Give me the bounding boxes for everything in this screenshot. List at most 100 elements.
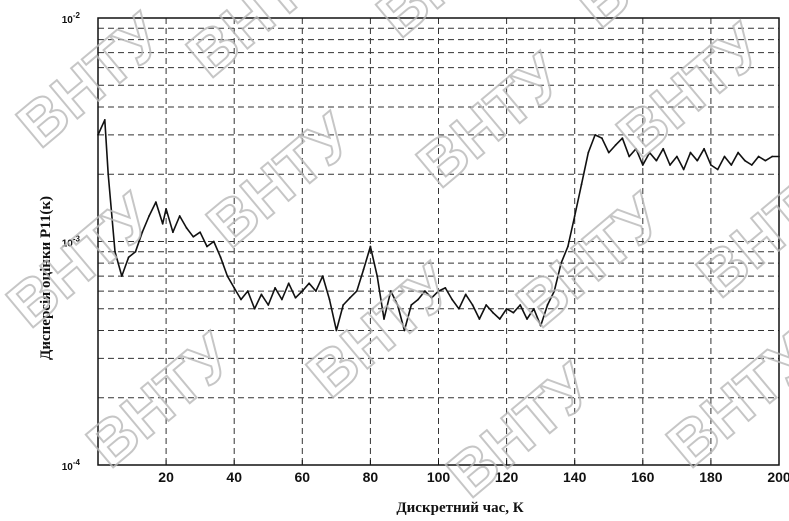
data-point — [710, 164, 712, 166]
data-point — [226, 275, 229, 278]
data-point — [573, 215, 576, 217]
data-point — [723, 155, 726, 158]
data-point — [107, 173, 110, 176]
x-tick-label: 100 — [427, 469, 451, 485]
data-point — [703, 147, 705, 150]
data-point — [635, 147, 637, 150]
data-point — [430, 296, 433, 299]
data-point — [315, 290, 317, 292]
data-point — [396, 304, 399, 306]
data-point — [383, 318, 385, 320]
data-point — [253, 307, 256, 310]
data-point — [328, 298, 331, 301]
watermark-text: ВНТУ — [605, 10, 778, 170]
y-tick-base: 10 — [62, 239, 74, 250]
data-point — [716, 168, 719, 171]
y-axis-label: Дисперсія оцінки P11(к) — [38, 196, 54, 360]
x-tick-label: 60 — [295, 469, 311, 485]
data-point — [682, 168, 685, 171]
data-point — [287, 282, 290, 285]
data-point — [423, 290, 426, 292]
data-point — [233, 287, 236, 289]
data-point — [628, 155, 631, 158]
x-tick-label: 140 — [563, 469, 587, 485]
data-point — [219, 256, 222, 259]
y-tick-labels: 10-410-310-2 — [62, 11, 81, 473]
data-point — [655, 159, 658, 162]
x-tick-label: 120 — [495, 469, 519, 485]
data-point — [471, 304, 474, 306]
data-point — [771, 155, 774, 158]
y-tick-base: 10 — [62, 15, 74, 26]
data-point — [560, 262, 562, 265]
data-point — [512, 311, 515, 314]
x-tick-label: 20 — [158, 469, 174, 485]
data-point — [580, 183, 583, 186]
y-tick-label: 10-4 — [62, 458, 81, 473]
data-point — [566, 245, 569, 248]
data-point — [458, 307, 460, 310]
x-axis-label: Дискретний час, К — [396, 500, 523, 516]
data-point — [212, 240, 215, 243]
data-point — [505, 307, 508, 310]
y-tick-label: 10-3 — [62, 235, 81, 250]
data-point — [526, 318, 528, 320]
data-point — [539, 324, 542, 327]
data-point — [689, 151, 692, 154]
y-tick-exponent: -2 — [73, 11, 81, 20]
watermark-text: ВНТУ — [175, 0, 348, 91]
series-line — [97, 119, 779, 332]
data-point — [165, 207, 168, 210]
data-point — [355, 290, 358, 292]
data-point — [532, 307, 535, 310]
data-point — [240, 298, 242, 301]
data-point — [778, 155, 780, 158]
y-tick-exponent: -3 — [73, 235, 81, 244]
x-tick-label: 160 — [631, 469, 655, 485]
data-point — [301, 290, 304, 292]
data-point — [308, 282, 311, 285]
y-tick-base: 10 — [62, 462, 74, 473]
data-point — [403, 329, 406, 332]
data-point — [267, 304, 270, 306]
grid — [98, 18, 779, 465]
data-point — [161, 222, 164, 225]
data-point — [478, 318, 481, 320]
data-point — [485, 304, 488, 306]
data-point — [444, 287, 447, 289]
data-point — [260, 293, 263, 296]
data-point — [669, 164, 671, 166]
data-point — [757, 155, 760, 158]
data-point — [464, 293, 467, 296]
data-point — [342, 304, 345, 306]
x-tick-labels: 20 40 60 80 100 120 140 160 180 200 — [158, 460, 789, 485]
data-point — [369, 245, 372, 248]
data-point — [97, 133, 99, 136]
data-point — [114, 250, 116, 253]
y-tick-label: 10-2 — [62, 11, 81, 26]
data-point — [154, 201, 157, 204]
data-point — [764, 159, 767, 162]
data-point — [675, 155, 678, 158]
watermark-text: ВНТУ — [655, 320, 789, 480]
data-point — [662, 147, 665, 150]
series-group — [97, 119, 780, 332]
x-tick-label: 200 — [767, 469, 789, 485]
watermark-text: ВНТУ — [0, 180, 167, 340]
data-point — [206, 245, 208, 248]
data-point — [587, 151, 590, 154]
data-point — [519, 304, 522, 306]
data-point — [498, 318, 501, 320]
data-point — [553, 290, 556, 292]
x-tick-label: 40 — [226, 469, 242, 485]
x-tick-label: 80 — [363, 469, 379, 485]
data-point — [127, 256, 130, 259]
data-point — [178, 215, 181, 217]
data-point — [437, 290, 440, 292]
data-point — [120, 275, 123, 278]
data-point — [362, 268, 365, 271]
watermark-text: ВНТУ — [75, 320, 248, 480]
data-point — [321, 275, 324, 278]
